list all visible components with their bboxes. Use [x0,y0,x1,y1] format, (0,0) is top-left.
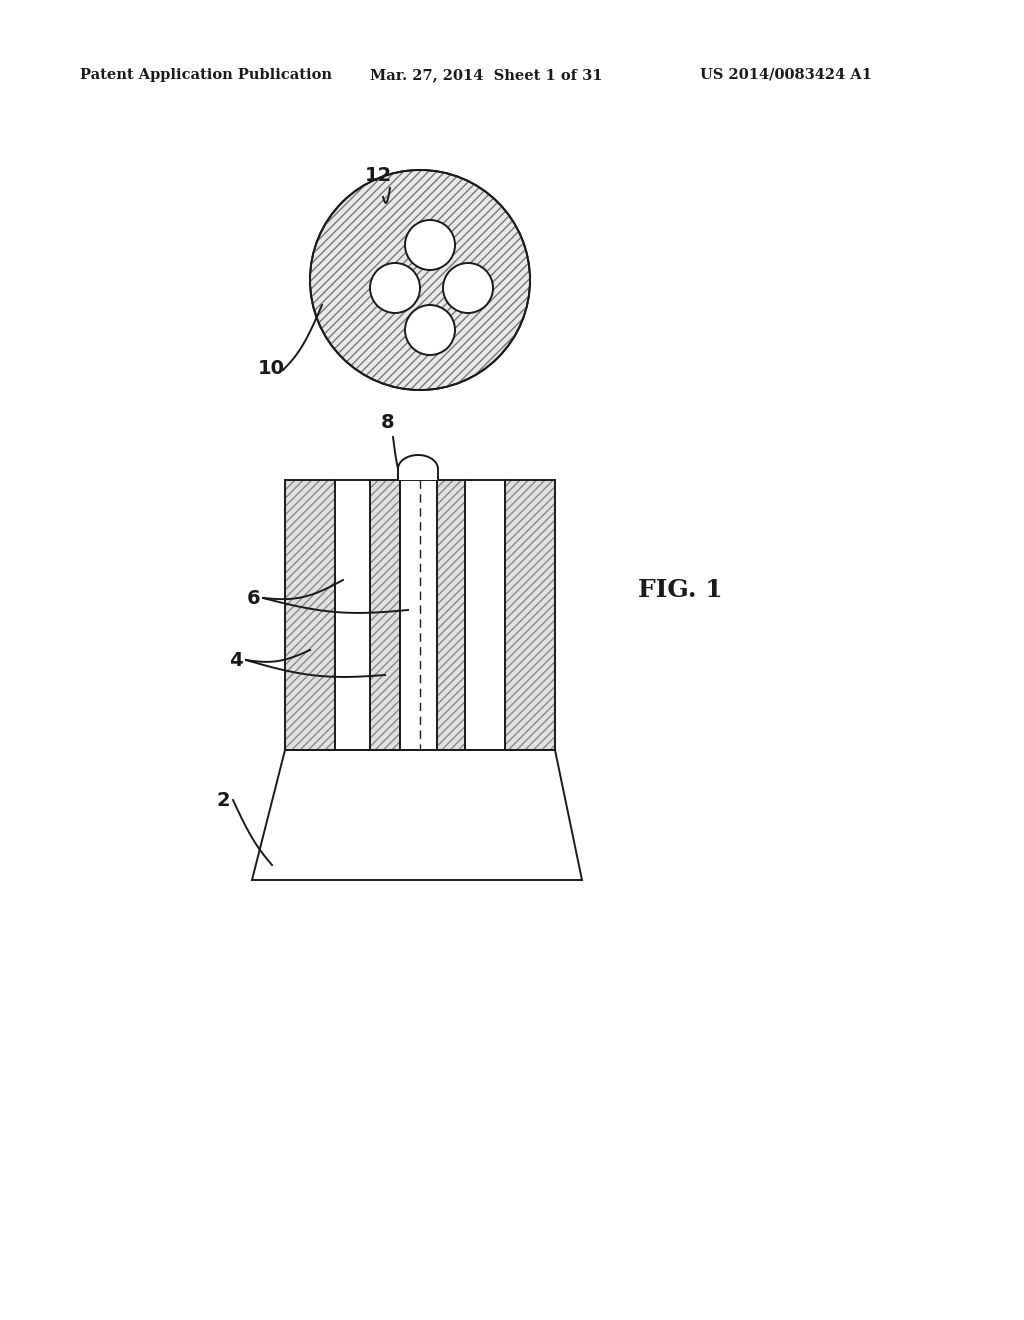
Bar [285,480,555,750]
Circle shape [443,263,493,313]
Bar [505,480,555,750]
Bar [370,480,400,750]
Text: 8: 8 [381,413,395,432]
Bar [505,480,555,750]
Bar [285,480,335,750]
Text: Mar. 27, 2014  Sheet 1 of 31: Mar. 27, 2014 Sheet 1 of 31 [370,69,602,82]
Bar [285,480,335,750]
Bar [437,480,465,750]
Text: 6: 6 [247,589,260,607]
Text: 10: 10 [258,359,285,378]
Circle shape [406,305,455,355]
Circle shape [406,220,455,271]
Text: Patent Application Publication: Patent Application Publication [80,69,332,82]
Polygon shape [398,455,438,480]
Polygon shape [252,750,582,880]
Text: 4: 4 [229,651,243,669]
Text: FIG. 1: FIG. 1 [638,578,722,602]
Text: 2: 2 [216,791,230,809]
Bar [370,480,400,750]
Bar [437,480,465,750]
Circle shape [370,263,420,313]
Bar [335,480,505,750]
Circle shape [310,170,530,389]
Text: US 2014/0083424 A1: US 2014/0083424 A1 [700,69,872,82]
Text: 12: 12 [365,166,392,185]
